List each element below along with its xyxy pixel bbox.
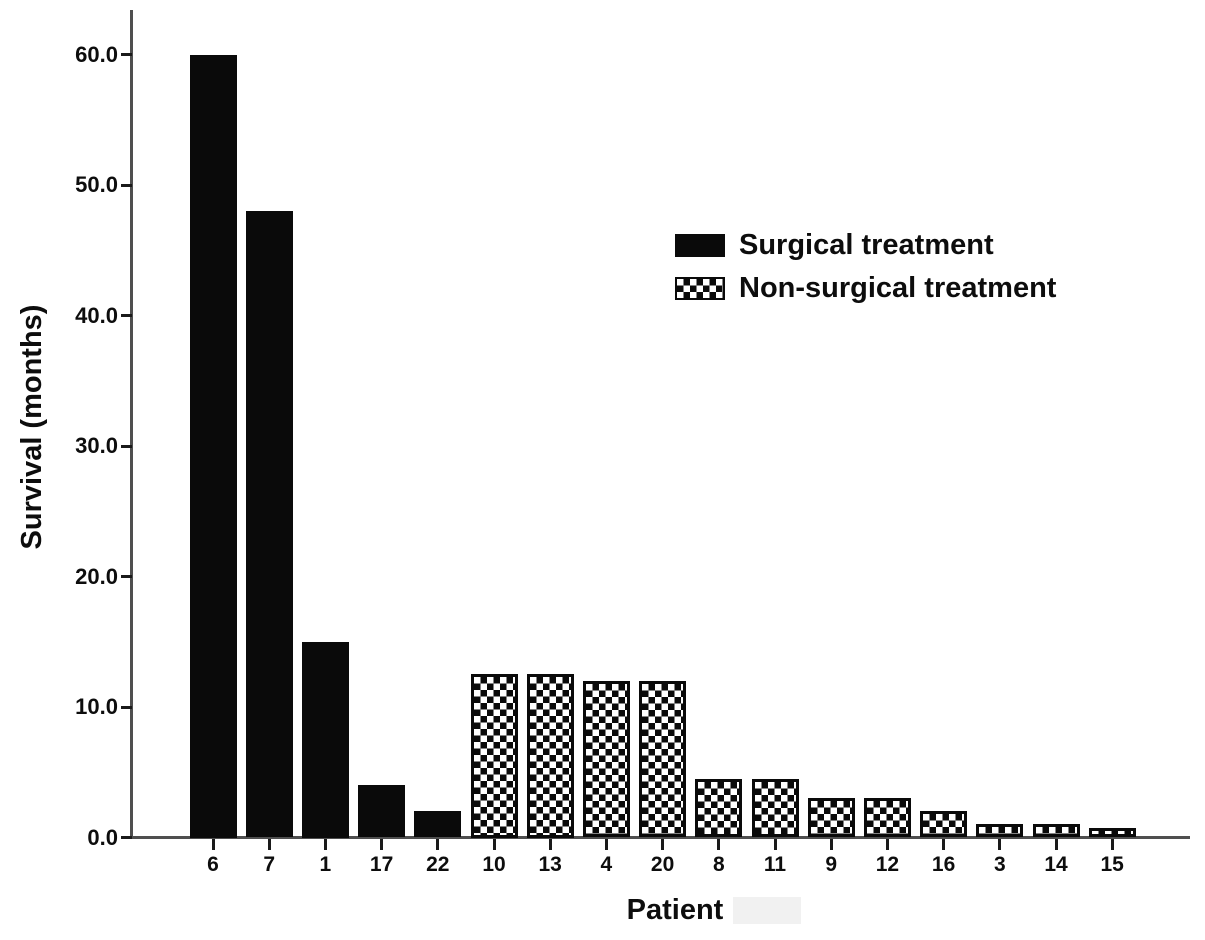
y-axis-tick (120, 705, 132, 709)
y-axis-tick-label: 50.0 (75, 172, 118, 197)
x-axis-tick-label: 20 (650, 852, 675, 876)
x-axis-tick-label: 4 (600, 852, 613, 876)
x-axis-tick-label: 8 (712, 852, 725, 876)
bar-patient-13 (526, 674, 574, 838)
x-axis-tick (885, 839, 889, 850)
x-axis-tick (380, 839, 384, 850)
legend-swatch-solid (675, 233, 725, 257)
bar-patient-14 (1032, 824, 1080, 838)
bar-patient-11 (751, 778, 799, 838)
bar-patient-22 (414, 811, 462, 838)
x-axis-tick (323, 839, 327, 850)
x-axis-tick (267, 839, 271, 850)
bar-patient-7 (245, 211, 293, 838)
bar-patient-8 (695, 778, 743, 838)
x-axis-tick (998, 839, 1002, 850)
bar-patient-15 (1088, 828, 1136, 838)
bar-patient-17 (358, 785, 406, 838)
x-axis-tick-label: 14 (1044, 852, 1068, 876)
x-axis-tick (942, 839, 946, 850)
x-axis-tick-label: 17 (369, 852, 394, 876)
legend-item-non-surgical: Non-surgical treatment (675, 272, 1056, 304)
y-axis-tick-label: 60.0 (75, 41, 118, 67)
y-axis-tick-label: 10.0 (75, 694, 118, 719)
bar-patient-12 (863, 798, 911, 838)
x-axis-tick (604, 839, 608, 850)
x-axis-tick (492, 839, 496, 850)
x-axis-tick (211, 839, 215, 850)
x-axis-tick-label: 15 (1100, 852, 1124, 876)
x-axis-tick (1054, 839, 1058, 850)
y-axis-line (130, 10, 133, 839)
x-axis-tick-label: 9 (825, 852, 838, 876)
x-axis-tick-label: 7 (263, 852, 276, 876)
x-axis-tick-label: 16 (931, 852, 956, 876)
legend: Surgical treatment Non-surgical treatment (675, 229, 1056, 319)
bar-patient-9 (807, 798, 855, 838)
legend-label: Non-surgical treatment (739, 271, 1057, 304)
bar-patient-20 (639, 680, 687, 838)
x-axis-tick (773, 839, 777, 850)
x-axis-tick-label: 12 (875, 852, 900, 876)
x-axis-tick (436, 839, 440, 850)
legend-label: Surgical treatment (739, 228, 994, 261)
x-axis-tick-label: 10 (482, 852, 506, 876)
y-axis-tick (120, 444, 132, 448)
bar-patient-6 (189, 54, 237, 838)
bar-patient-1 (301, 641, 349, 838)
y-axis-tick (120, 183, 132, 187)
x-axis-tick-label: 1 (319, 852, 332, 876)
x-axis-tick (717, 839, 721, 850)
x-axis-tick-label: 3 (993, 852, 1006, 876)
y-axis-tick (120, 53, 132, 56)
x-axis-line (130, 836, 1190, 839)
y-axis-tick-label: 40.0 (75, 302, 118, 328)
x-axis-title: Patient (626, 894, 724, 926)
bar-patient-4 (582, 680, 630, 838)
x-axis-tick (1110, 839, 1114, 850)
y-axis-tick-label: 30.0 (75, 433, 118, 458)
x-axis-tick-label: 11 (763, 852, 787, 876)
bar-patient-10 (470, 674, 518, 838)
legend-swatch-checker (675, 276, 725, 300)
y-axis-tick-label: 0.0 (87, 824, 118, 850)
bar-patient-16 (920, 811, 968, 838)
y-axis-tick-label: 20.0 (75, 563, 118, 589)
y-axis-tick (120, 575, 132, 578)
bar-patient-3 (976, 824, 1024, 838)
watermark-artifact (733, 897, 801, 924)
y-axis-tick (120, 836, 132, 839)
y-axis-tick (120, 314, 132, 317)
x-axis-tick-label: 13 (538, 852, 562, 876)
legend-item-surgical: Surgical treatment (675, 229, 1056, 261)
x-axis-tick (548, 839, 552, 850)
x-axis-tick (829, 839, 833, 850)
x-axis-tick (661, 839, 665, 850)
x-axis-tick-label: 22 (426, 852, 450, 876)
x-axis-tick-label: 6 (207, 852, 219, 876)
